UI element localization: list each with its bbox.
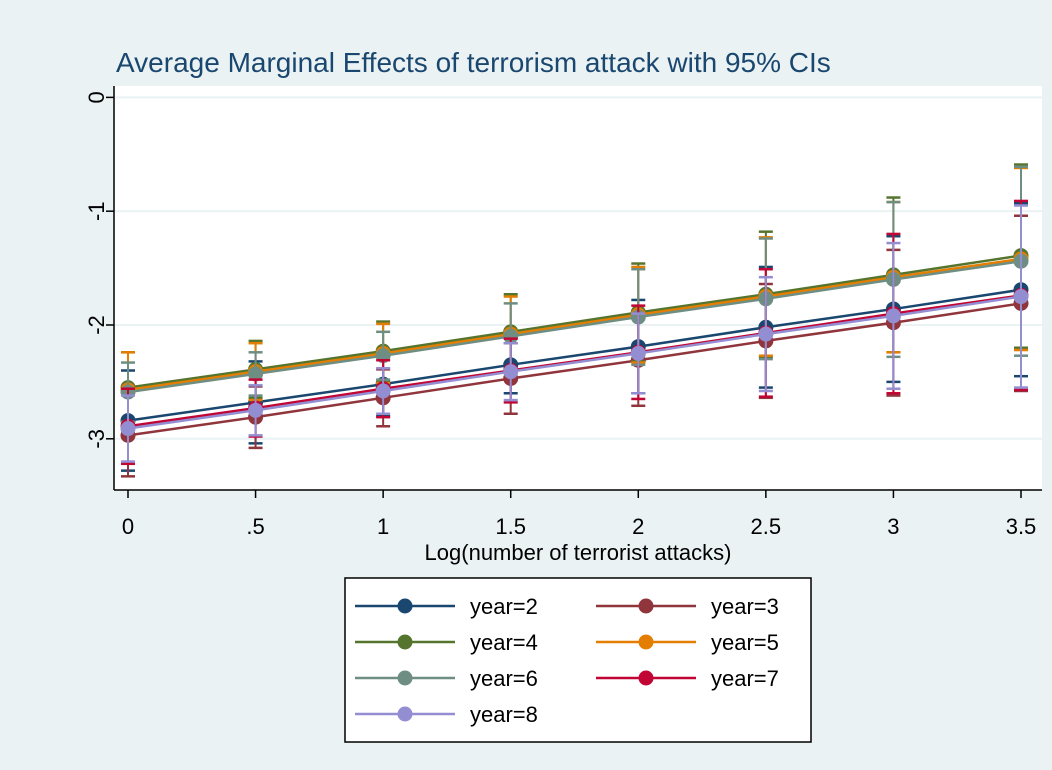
- data-point: [375, 383, 391, 399]
- legend-label: year=8: [470, 702, 538, 727]
- series-line: [127, 260, 1022, 394]
- data-point: [120, 421, 136, 437]
- y-tick-label: -2: [84, 315, 109, 335]
- series-line: [127, 257, 1022, 392]
- x-axis-label: Log(number of terrorist attacks): [425, 540, 732, 565]
- axes: 0 -1 -2 -3 0 .5 1 1.5 2 2.5 3 3.5: [84, 86, 1042, 539]
- x-tick-label: 3.5: [1006, 514, 1037, 539]
- legend-label: year=4: [470, 630, 538, 655]
- data-point: [885, 308, 901, 324]
- legend-label: year=7: [711, 666, 779, 691]
- plot-area: [114, 86, 1042, 490]
- legend-marker: [397, 706, 413, 722]
- series-line: [127, 295, 1022, 430]
- legend-marker: [397, 670, 413, 686]
- series-layer: [120, 163, 1029, 478]
- data-point: [503, 328, 519, 344]
- x-tick-label: 0: [122, 514, 134, 539]
- legend-item: year=3: [596, 594, 779, 619]
- legend-item: year=5: [596, 630, 779, 655]
- y-tick-label: -3: [84, 429, 109, 449]
- legend-label: year=3: [711, 594, 779, 619]
- data-point: [1013, 289, 1029, 305]
- x-tick-label: 2: [632, 514, 644, 539]
- data-point: [630, 345, 646, 361]
- data-point: [248, 366, 264, 382]
- x-tick-label: 2.5: [751, 514, 782, 539]
- x-tick-label: 3: [887, 514, 899, 539]
- legend-marker: [638, 598, 654, 614]
- legend-marker: [638, 634, 654, 650]
- x-tick-label: .5: [246, 514, 264, 539]
- x-tick-label: 1: [377, 514, 389, 539]
- series-line: [127, 254, 1022, 389]
- y-tick-label: 0: [84, 91, 109, 103]
- legend-label: year=5: [711, 630, 779, 655]
- legend: year=2 year=3 year=4 year=5 year=6 year=7 year…: [344, 577, 812, 743]
- legend-item: year=6: [355, 666, 538, 691]
- data-point: [503, 364, 519, 380]
- legend-item: year=7: [596, 666, 779, 691]
- chart-title: Average Marginal Effects of terrorism at…: [116, 47, 831, 78]
- series-line: [127, 302, 1022, 437]
- data-point: [758, 326, 774, 342]
- y-tick-label: -1: [84, 201, 109, 221]
- data-point: [248, 402, 264, 418]
- legend-marker: [397, 634, 413, 650]
- legend-item: year=4: [355, 630, 538, 655]
- legend-item: year=8: [355, 702, 538, 727]
- legend-item: year=2: [355, 594, 538, 619]
- series-line: [127, 288, 1022, 422]
- legend-label: year=6: [470, 666, 538, 691]
- series-year-8: [120, 204, 1029, 463]
- legend-marker: [397, 598, 413, 614]
- legend-label: year=2: [470, 594, 538, 619]
- legend-marker: [638, 670, 654, 686]
- x-tick-label: 1.5: [495, 514, 526, 539]
